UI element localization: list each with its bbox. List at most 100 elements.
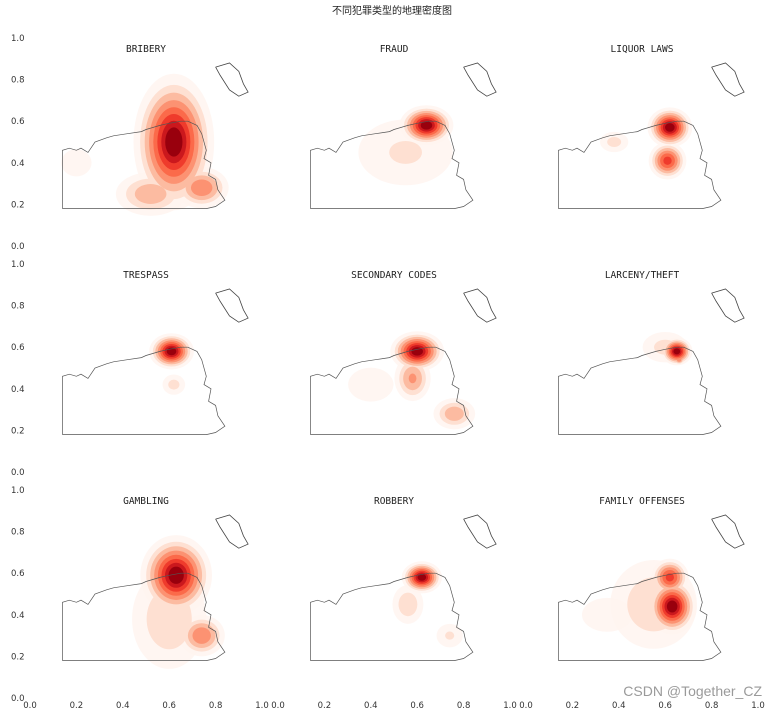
contour-4-level-1 (581, 597, 633, 632)
density-contours (61, 73, 229, 216)
x-tick-label: 1.0 (255, 701, 269, 709)
figure-title: 不同犯罪类型的地理密度图 (332, 4, 452, 17)
city-outline (558, 120, 722, 209)
panel-8: ROBBERY (310, 496, 497, 661)
y-tick-label: 0.0 (11, 242, 25, 252)
island-outline (463, 62, 497, 97)
panel-title: TRESPASS (123, 270, 169, 281)
density-contours (642, 331, 693, 366)
x-tick-label: 0.2 (318, 701, 332, 709)
y-tick-label: 0.8 (11, 302, 25, 312)
x-tick-labels: 0.0 0.2 0.4 0.6 0.8 1.0 0.0 0.2 0.4 0.6 0.8 1.0 0.0 0… (23, 701, 765, 709)
x-tick-label: 0.0 (271, 701, 285, 709)
y-tick-label: 1.0 (11, 486, 25, 496)
y-tick-label: 0.6 (11, 569, 25, 579)
y-tick-label: 1.0 (11, 260, 25, 270)
contour-1-level-8 (417, 573, 427, 581)
contour-3-level-3 (134, 184, 167, 204)
contour-2-level-6 (665, 573, 674, 582)
panel-title: FRAUD (380, 44, 409, 55)
contour-1-level-8 (411, 347, 423, 356)
density-contours (600, 107, 693, 180)
city-outline (62, 572, 226, 661)
x-tick-label: 0.6 (162, 701, 176, 709)
y-tick-label: 0.4 (11, 385, 25, 395)
x-tick-label: 0.6 (410, 701, 424, 709)
city-outline (310, 120, 474, 209)
x-tick-label: 0.2 (566, 701, 580, 709)
contour-1-level-8 (420, 121, 433, 130)
city-outline (310, 346, 474, 435)
city-outline (62, 120, 226, 209)
panel-title: GAMBLING (123, 496, 169, 507)
island-outline (463, 288, 497, 323)
y-tick-label: 0.8 (11, 528, 25, 538)
y-tick-label: 0.6 (11, 117, 25, 127)
y-tick-label: 0.8 (11, 76, 25, 86)
island-outline (215, 288, 249, 323)
density-contours (149, 333, 194, 395)
x-tick-label: 0.6 (658, 701, 672, 709)
island-outline (463, 514, 497, 549)
density-contours (132, 535, 225, 669)
island-outline (215, 514, 249, 549)
panel-title: BRIBERY (126, 44, 166, 55)
contour-2-level-2 (398, 592, 418, 617)
island-outline (711, 62, 745, 97)
y-tick-label: 0.4 (11, 611, 25, 621)
contour-1-level-8 (666, 600, 678, 613)
city-outline (310, 572, 474, 661)
y-tick-labels: 0.0 0.2 0.4 0.6 0.8 1.0 0.0 0.2 0.4 0.6 0.8 1.0 0.0 0… (11, 34, 25, 704)
contour-3-level-2 (607, 136, 622, 148)
panel-7: GAMBLING (62, 496, 249, 669)
x-tick-label: 0.4 (116, 701, 130, 709)
x-tick-label: 1.0 (751, 701, 765, 709)
panel-grid: BRIBERY FRAUD LIQUOR LAWS TRESPASS SECONDARY… (61, 44, 745, 669)
contour-1-level-8 (165, 127, 183, 157)
y-tick-label: 0.2 (11, 652, 25, 662)
x-tick-label: 0.2 (70, 701, 84, 709)
contour-4-level-1 (348, 367, 394, 402)
contour-3-level-3 (444, 406, 464, 421)
y-tick-label: 0.2 (11, 200, 25, 210)
panel-title: FAMILY OFFENSES (599, 496, 685, 507)
y-tick-label: 0.6 (11, 343, 25, 353)
contour-2-level-4 (190, 179, 213, 197)
x-tick-label: 0.8 (457, 701, 471, 709)
contour-4-level-1 (61, 149, 92, 177)
x-tick-label: 0.4 (612, 701, 626, 709)
y-tick-label: 1.0 (11, 34, 25, 44)
island-outline (711, 288, 745, 323)
panel-2: FRAUD (310, 44, 497, 209)
y-tick-label: 0.0 (11, 468, 25, 478)
contour-2-level-2 (168, 379, 180, 390)
contour-1-level-8 (665, 123, 675, 132)
panel-6: LARCENY/THEFT (558, 270, 745, 435)
panel-title: SECONDARY CODES (351, 270, 437, 281)
y-tick-label: 0.4 (11, 159, 25, 169)
contour-1-level-8 (673, 348, 681, 355)
contour-3-level-2 (445, 631, 455, 640)
contour-2-level-4 (192, 627, 211, 644)
city-outline (558, 572, 722, 661)
panel-1: BRIBERY (61, 44, 249, 216)
panel-3: LIQUOR LAWS (558, 44, 745, 209)
contour-2-level-6 (663, 156, 672, 165)
panel-title: LIQUOR LAWS (611, 44, 674, 55)
contour-2-level-2 (389, 140, 423, 164)
y-tick-label: 0.2 (11, 426, 25, 436)
x-tick-label: 0.0 (519, 701, 533, 709)
panel-title: LARCENY/THEFT (605, 270, 680, 281)
contour-2-level-4 (676, 357, 682, 362)
city-outline (558, 346, 722, 435)
contour-1-level-8 (168, 566, 184, 584)
x-tick-label: 0.4 (364, 701, 378, 709)
contour-2-level-4 (408, 373, 417, 384)
y-tick-label: 0.0 (11, 694, 25, 704)
city-outline (62, 346, 226, 435)
panel-title: ROBBERY (374, 496, 414, 507)
density-contours (358, 105, 454, 186)
island-outline (711, 514, 745, 549)
density-contours (581, 558, 697, 649)
